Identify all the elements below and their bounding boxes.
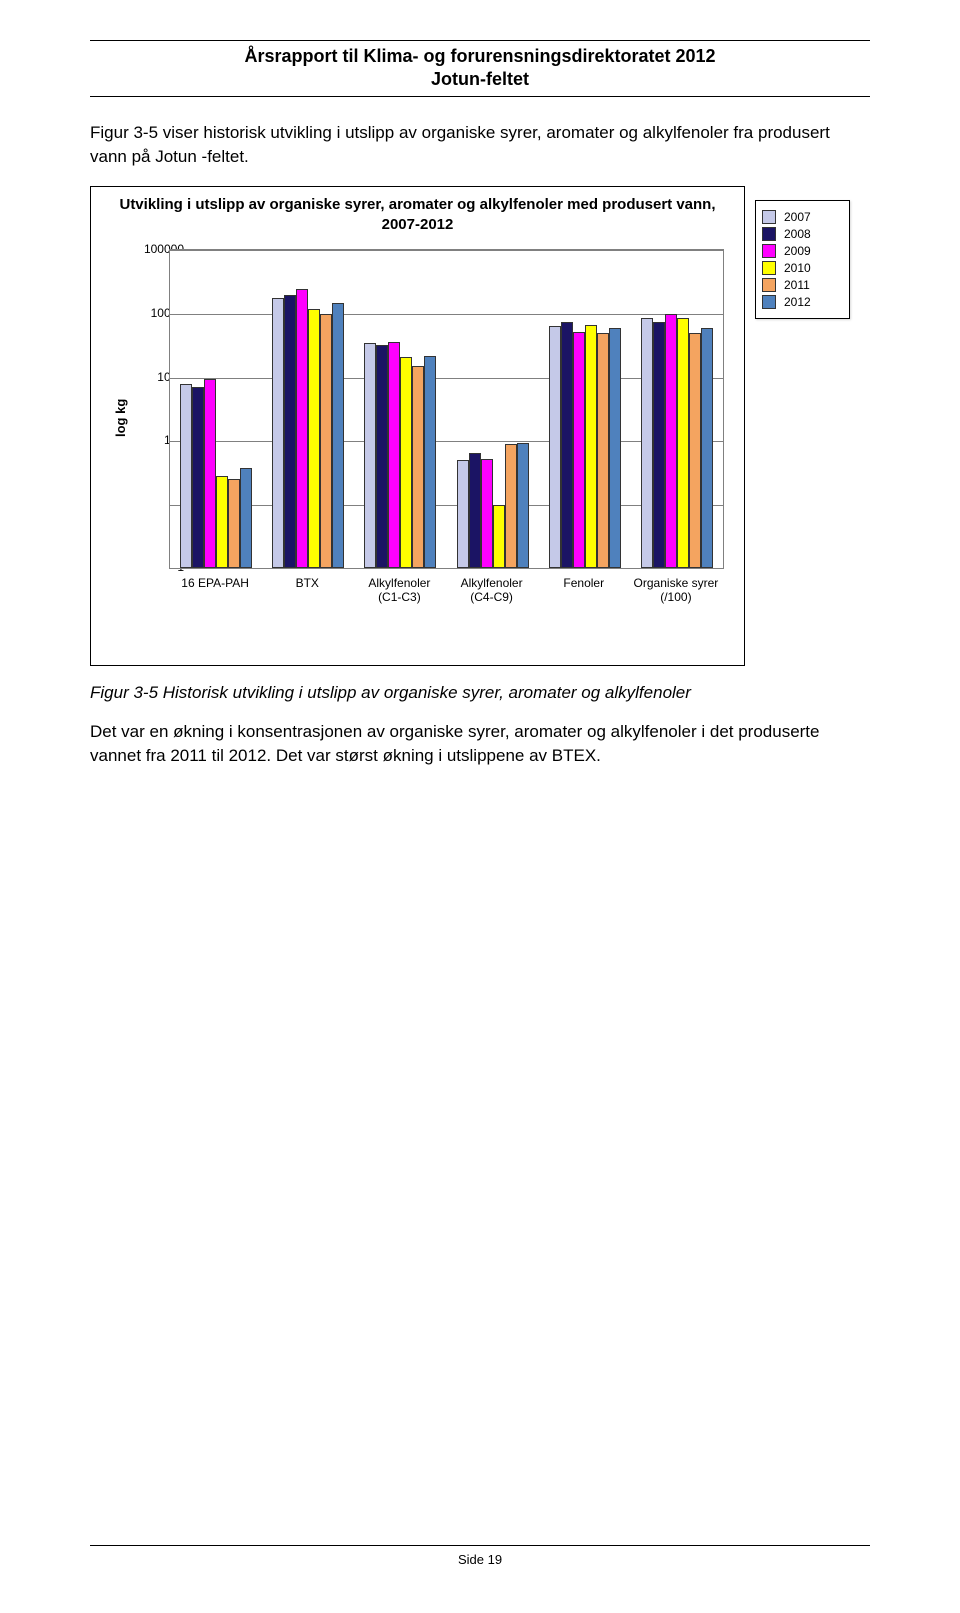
legend-item: 2009 bbox=[762, 244, 843, 258]
bar bbox=[180, 384, 192, 569]
bar bbox=[609, 328, 621, 568]
bar bbox=[228, 479, 240, 568]
x-tick-label: Organiske syrer(/100) bbox=[631, 577, 721, 605]
header-top-rule bbox=[90, 40, 870, 41]
page-number: Side 19 bbox=[458, 1552, 502, 1567]
legend-label: 2009 bbox=[784, 244, 811, 258]
chart-title: Utvikling i utslipp av organiske syrer, … bbox=[91, 187, 744, 234]
legend-swatch bbox=[762, 244, 776, 258]
legend-label: 2012 bbox=[784, 295, 811, 309]
legend-item: 2007 bbox=[762, 210, 843, 224]
legend-item: 2010 bbox=[762, 261, 843, 275]
bar bbox=[481, 459, 493, 568]
bar bbox=[284, 295, 296, 569]
bar bbox=[192, 387, 204, 568]
x-tick-label: Alkylfenoler(C1-C3) bbox=[354, 577, 444, 605]
bar bbox=[376, 345, 388, 568]
legend-label: 2007 bbox=[784, 210, 811, 224]
bar bbox=[689, 333, 701, 568]
bar bbox=[204, 379, 216, 568]
bar bbox=[388, 342, 400, 568]
bar bbox=[549, 326, 561, 569]
legend-label: 2008 bbox=[784, 227, 811, 241]
x-tick-label: 16 EPA-PAH bbox=[170, 577, 260, 591]
bar bbox=[272, 298, 284, 569]
bar bbox=[493, 505, 505, 569]
header-line-1: Årsrapport til Klima- og forurensningsdi… bbox=[90, 45, 870, 68]
bar bbox=[469, 453, 481, 568]
bar bbox=[320, 314, 332, 568]
bar bbox=[597, 333, 609, 568]
bar bbox=[424, 356, 436, 569]
bar bbox=[308, 309, 320, 568]
legend-label: 2011 bbox=[784, 278, 810, 292]
header-title: Årsrapport til Klima- og forurensningsdi… bbox=[90, 45, 870, 92]
body-paragraph: Det var en økning i konsentrasjonen av o… bbox=[90, 720, 870, 768]
legend-swatch bbox=[762, 227, 776, 241]
bar bbox=[216, 476, 228, 568]
chart-container: Utvikling i utslipp av organiske syrer, … bbox=[90, 186, 870, 666]
header-line-2: Jotun-feltet bbox=[90, 68, 870, 91]
bar bbox=[653, 322, 665, 568]
legend-item: 2008 bbox=[762, 227, 843, 241]
legend-swatch bbox=[762, 210, 776, 224]
header-rule bbox=[90, 96, 870, 97]
legend-swatch bbox=[762, 261, 776, 275]
bar bbox=[364, 343, 376, 568]
bar bbox=[505, 444, 517, 568]
bar bbox=[240, 468, 252, 568]
intro-paragraph: Figur 3-5 viser historisk utvikling i ut… bbox=[90, 121, 870, 169]
bar bbox=[641, 318, 653, 568]
figure-caption: Figur 3-5 Historisk utvikling i utslipp … bbox=[90, 683, 870, 703]
bar bbox=[400, 357, 412, 568]
plot-area bbox=[169, 249, 724, 569]
legend-swatch bbox=[762, 295, 776, 309]
gridline bbox=[170, 250, 723, 251]
chart-frame: Utvikling i utslipp av organiske syrer, … bbox=[90, 186, 745, 666]
bar bbox=[677, 318, 689, 568]
x-tick-label: BTX bbox=[262, 577, 352, 591]
legend-item: 2011 bbox=[762, 278, 843, 292]
legend-label: 2010 bbox=[784, 261, 811, 275]
bar bbox=[412, 366, 424, 568]
bar bbox=[296, 289, 308, 569]
gridline bbox=[170, 314, 723, 315]
bar bbox=[517, 443, 529, 569]
bar bbox=[573, 332, 585, 569]
page-footer: Side 19 bbox=[90, 1545, 870, 1567]
bar bbox=[585, 325, 597, 568]
legend-swatch bbox=[762, 278, 776, 292]
bar bbox=[561, 322, 573, 568]
legend-item: 2012 bbox=[762, 295, 843, 309]
x-tick-label: Fenoler bbox=[539, 577, 629, 591]
legend-box: 2007 2008 2009 2010 2011 2012 bbox=[755, 200, 850, 319]
bar bbox=[457, 460, 469, 568]
bar bbox=[665, 314, 677, 568]
x-tick-label: Alkylfenoler(C4-C9) bbox=[447, 577, 537, 605]
bar bbox=[701, 328, 713, 568]
bar bbox=[332, 303, 344, 569]
